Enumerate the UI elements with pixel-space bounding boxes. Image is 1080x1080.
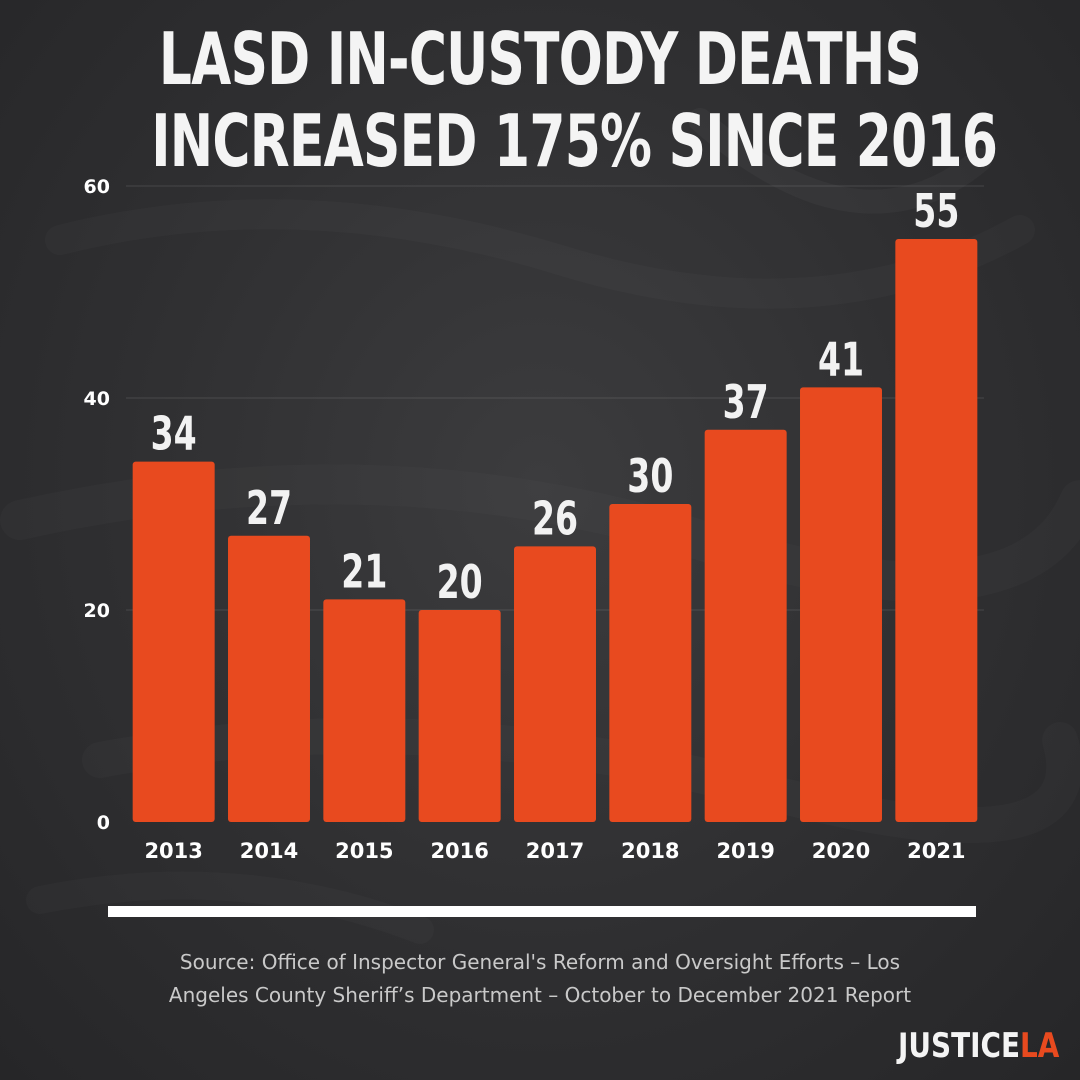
y-tick-label: 60 xyxy=(84,176,110,198)
x-tick-label-2013: 2013 xyxy=(144,839,202,863)
x-tick-label-2020: 2020 xyxy=(812,839,870,863)
divider-line xyxy=(108,906,976,917)
x-tick-label-2019: 2019 xyxy=(716,839,774,863)
source-note: Source: Office of Inspector General's Re… xyxy=(90,946,990,1012)
bars xyxy=(132,239,978,822)
x-tick-label-2018: 2018 xyxy=(621,839,679,863)
bar-2019 xyxy=(704,429,787,822)
y-tick-label: 0 xyxy=(97,812,110,834)
x-tick-label-2017: 2017 xyxy=(526,839,584,863)
source-line-2: Angeles County Sheriff’s Department – Oc… xyxy=(168,983,912,1007)
bar-2014 xyxy=(228,535,310,822)
title-line-1: LASD IN-CUSTODY DEATHS xyxy=(158,17,922,101)
justicela-logo: JUSTICELA xyxy=(898,1024,1059,1068)
logo-text-justice: JUSTICE xyxy=(898,1026,1021,1066)
y-axis-ticks: 0 20 40 60 xyxy=(84,176,110,834)
chart-title: LASD IN-CUSTODY DEATHS INCREASED 175% SI… xyxy=(151,17,998,183)
source-line-1: Source: Office of Inspector General's Re… xyxy=(179,950,901,974)
title-line-2: INCREASED 175% SINCE 2016 xyxy=(151,99,998,183)
data-label-2017: 26 xyxy=(532,493,578,546)
x-tick-label-2014: 2014 xyxy=(240,839,298,863)
data-label-2020: 41 xyxy=(818,334,864,387)
data-label-2014: 27 xyxy=(246,482,292,535)
data-label-2019: 37 xyxy=(723,376,769,429)
data-label-2013: 34 xyxy=(151,408,197,461)
logo-text-la: LA xyxy=(1020,1026,1060,1066)
x-tick-label-2021: 2021 xyxy=(907,839,965,863)
bar-2013 xyxy=(132,461,215,822)
bar-2021 xyxy=(895,239,978,822)
x-tick-label-2015: 2015 xyxy=(335,839,393,863)
data-labels: 34 27 21 20 26 30 37 41 55 xyxy=(151,186,960,610)
data-label-2018: 30 xyxy=(627,451,673,504)
x-axis-ticks: 2013 2014 2015 2016 2017 2018 2019 2020 2021 xyxy=(144,839,965,863)
data-label-2016: 20 xyxy=(437,557,483,610)
bar-2016 xyxy=(418,610,501,822)
y-tick-label: 40 xyxy=(84,388,110,410)
bar-2017 xyxy=(514,546,596,822)
bar-2018 xyxy=(609,504,692,822)
bar-2020 xyxy=(800,387,882,822)
x-tick-label-2016: 2016 xyxy=(430,839,488,863)
y-tick-label: 20 xyxy=(84,600,110,622)
bar-2015 xyxy=(323,599,406,822)
data-label-2021: 55 xyxy=(913,186,959,239)
data-label-2015: 21 xyxy=(341,546,387,599)
